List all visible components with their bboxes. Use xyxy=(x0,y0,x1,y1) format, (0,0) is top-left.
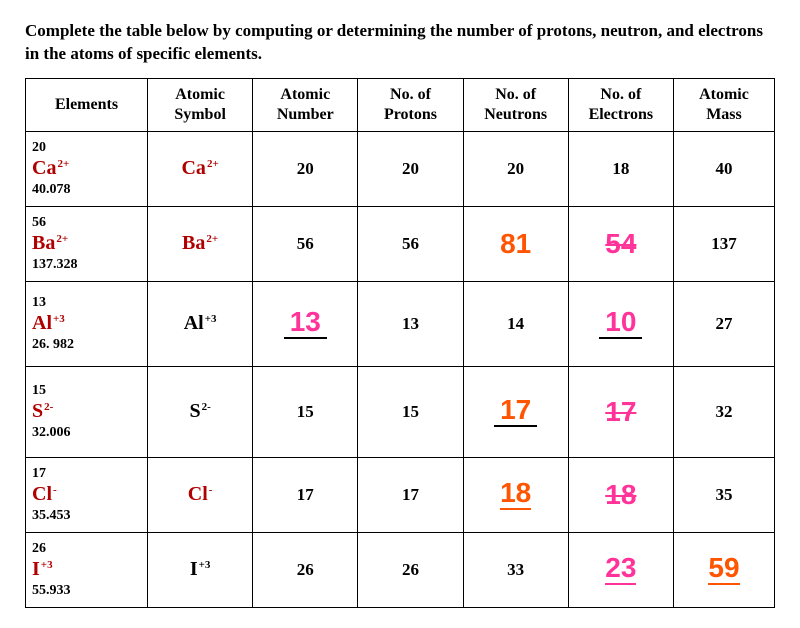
atomic-mass-small: 35.453 xyxy=(32,507,141,525)
handwritten-answer: 13 xyxy=(290,308,321,336)
element-symbol: I+3 xyxy=(32,557,53,582)
header-atomic-symbol: AtomicSymbol xyxy=(148,78,253,131)
atomic-number-cell: 13 xyxy=(253,281,358,366)
element-symbol: Al+3 xyxy=(32,311,65,336)
electrons-cell: 10 xyxy=(568,281,673,366)
protons-cell: 17 xyxy=(358,457,463,532)
header-atomic-mass: AtomicMass xyxy=(673,78,774,131)
atomic-number-cell: 17 xyxy=(253,457,358,532)
handwritten-answer: 18 xyxy=(500,479,531,510)
atomic-symbol-cell: S2- xyxy=(148,366,253,457)
protons-cell: 26 xyxy=(358,532,463,607)
atomic-symbol: Cl- xyxy=(188,483,213,506)
electrons-cell: 17 xyxy=(568,366,673,457)
atomic-symbol: Al+3 xyxy=(184,312,217,335)
atomic-mass-cell: 35 xyxy=(673,457,774,532)
table-row: 20Ca2+40.078Ca2+2020201840 xyxy=(26,131,775,206)
atomic-symbol-cell: Cl- xyxy=(148,457,253,532)
electrons-cell: 18 xyxy=(568,457,673,532)
electrons-cell: 23 xyxy=(568,532,673,607)
atomic-symbol: I+3 xyxy=(190,558,211,581)
neutrons-cell: 81 xyxy=(463,206,568,281)
atomic-number-cell: 56 xyxy=(253,206,358,281)
header-electrons: No. ofElectrons xyxy=(568,78,673,131)
header-atomic-number: AtomicNumber xyxy=(253,78,358,131)
atomic-number-small: 13 xyxy=(32,294,141,312)
neutrons-cell: 17 xyxy=(463,366,568,457)
handwritten-answer: 54 xyxy=(605,230,636,258)
atomic-number-small: 15 xyxy=(32,382,141,400)
element-cell: 20Ca2+40.078 xyxy=(26,131,148,206)
protons-cell: 20 xyxy=(358,131,463,206)
atomic-number-small: 17 xyxy=(32,465,141,483)
header-elements: Elements xyxy=(26,78,148,131)
table-row: 56Ba2+137.328Ba2+56568154137 xyxy=(26,206,775,281)
protons-cell: 13 xyxy=(358,281,463,366)
atomic-symbol-cell: Ca2+ xyxy=(148,131,253,206)
atomic-mass-small: 26. 982 xyxy=(32,336,141,354)
element-cell: 15S2-32.006 xyxy=(26,366,148,457)
atomic-number-cell: 26 xyxy=(253,532,358,607)
table-row: 17Cl-35.453Cl-1717181835 xyxy=(26,457,775,532)
atomic-mass-cell: 27 xyxy=(673,281,774,366)
atomic-symbol-cell: Al+3 xyxy=(148,281,253,366)
element-cell: 13Al+326. 982 xyxy=(26,281,148,366)
table-row: 26I+355.933I+32626332359 xyxy=(26,532,775,607)
element-cell: 56Ba2+137.328 xyxy=(26,206,148,281)
atomic-mass-small: 55.933 xyxy=(32,582,141,600)
handwritten-answer: 10 xyxy=(605,308,636,336)
atomic-mass-small: 32.006 xyxy=(32,424,141,442)
instruction-text: Complete the table below by computing or… xyxy=(25,20,775,66)
table-header-row: Elements AtomicSymbol AtomicNumber No. o… xyxy=(26,78,775,131)
element-symbol: Ba2+ xyxy=(32,231,68,256)
atomic-number-small: 20 xyxy=(32,139,141,157)
electrons-cell: 54 xyxy=(568,206,673,281)
header-protons: No. ofProtons xyxy=(358,78,463,131)
handwritten-answer: 18 xyxy=(605,481,636,509)
element-symbol: Cl- xyxy=(32,482,57,507)
atomic-mass-small: 137.328 xyxy=(32,256,141,274)
atomic-mass-cell: 40 xyxy=(673,131,774,206)
atomic-mass-cell: 137 xyxy=(673,206,774,281)
table-row: 13Al+326. 982Al+31313141027 xyxy=(26,281,775,366)
element-cell: 26I+355.933 xyxy=(26,532,148,607)
atomic-mass-cell: 32 xyxy=(673,366,774,457)
element-symbol: S2- xyxy=(32,399,53,424)
electrons-cell: 18 xyxy=(568,131,673,206)
protons-cell: 15 xyxy=(358,366,463,457)
atomic-mass-small: 40.078 xyxy=(32,181,141,199)
atomic-symbol-cell: Ba2+ xyxy=(148,206,253,281)
neutrons-cell: 18 xyxy=(463,457,568,532)
table-row: 15S2-32.006S2-1515171732 xyxy=(26,366,775,457)
handwritten-answer: 17 xyxy=(605,398,636,426)
atomic-symbol-cell: I+3 xyxy=(148,532,253,607)
atomic-symbol: Ca2+ xyxy=(181,157,218,180)
neutrons-cell: 20 xyxy=(463,131,568,206)
handwritten-answer: 23 xyxy=(605,554,636,585)
atomic-number-small: 26 xyxy=(32,540,141,558)
handwritten-answer: 17 xyxy=(500,396,531,424)
atomic-symbol: Ba2+ xyxy=(182,232,218,255)
handwritten-answer: 59 xyxy=(708,554,739,585)
element-symbol: Ca2+ xyxy=(32,156,69,181)
protons-cell: 56 xyxy=(358,206,463,281)
header-neutrons: No. ofNeutrons xyxy=(463,78,568,131)
neutrons-cell: 14 xyxy=(463,281,568,366)
atomic-symbol: S2- xyxy=(189,400,210,423)
handwritten-answer: 81 xyxy=(500,230,531,258)
atomic-mass-cell: 59 xyxy=(673,532,774,607)
element-cell: 17Cl-35.453 xyxy=(26,457,148,532)
atomic-number-cell: 20 xyxy=(253,131,358,206)
atomic-number-small: 56 xyxy=(32,214,141,232)
neutrons-cell: 33 xyxy=(463,532,568,607)
atomic-number-cell: 15 xyxy=(253,366,358,457)
elements-table: Elements AtomicSymbol AtomicNumber No. o… xyxy=(25,78,775,608)
